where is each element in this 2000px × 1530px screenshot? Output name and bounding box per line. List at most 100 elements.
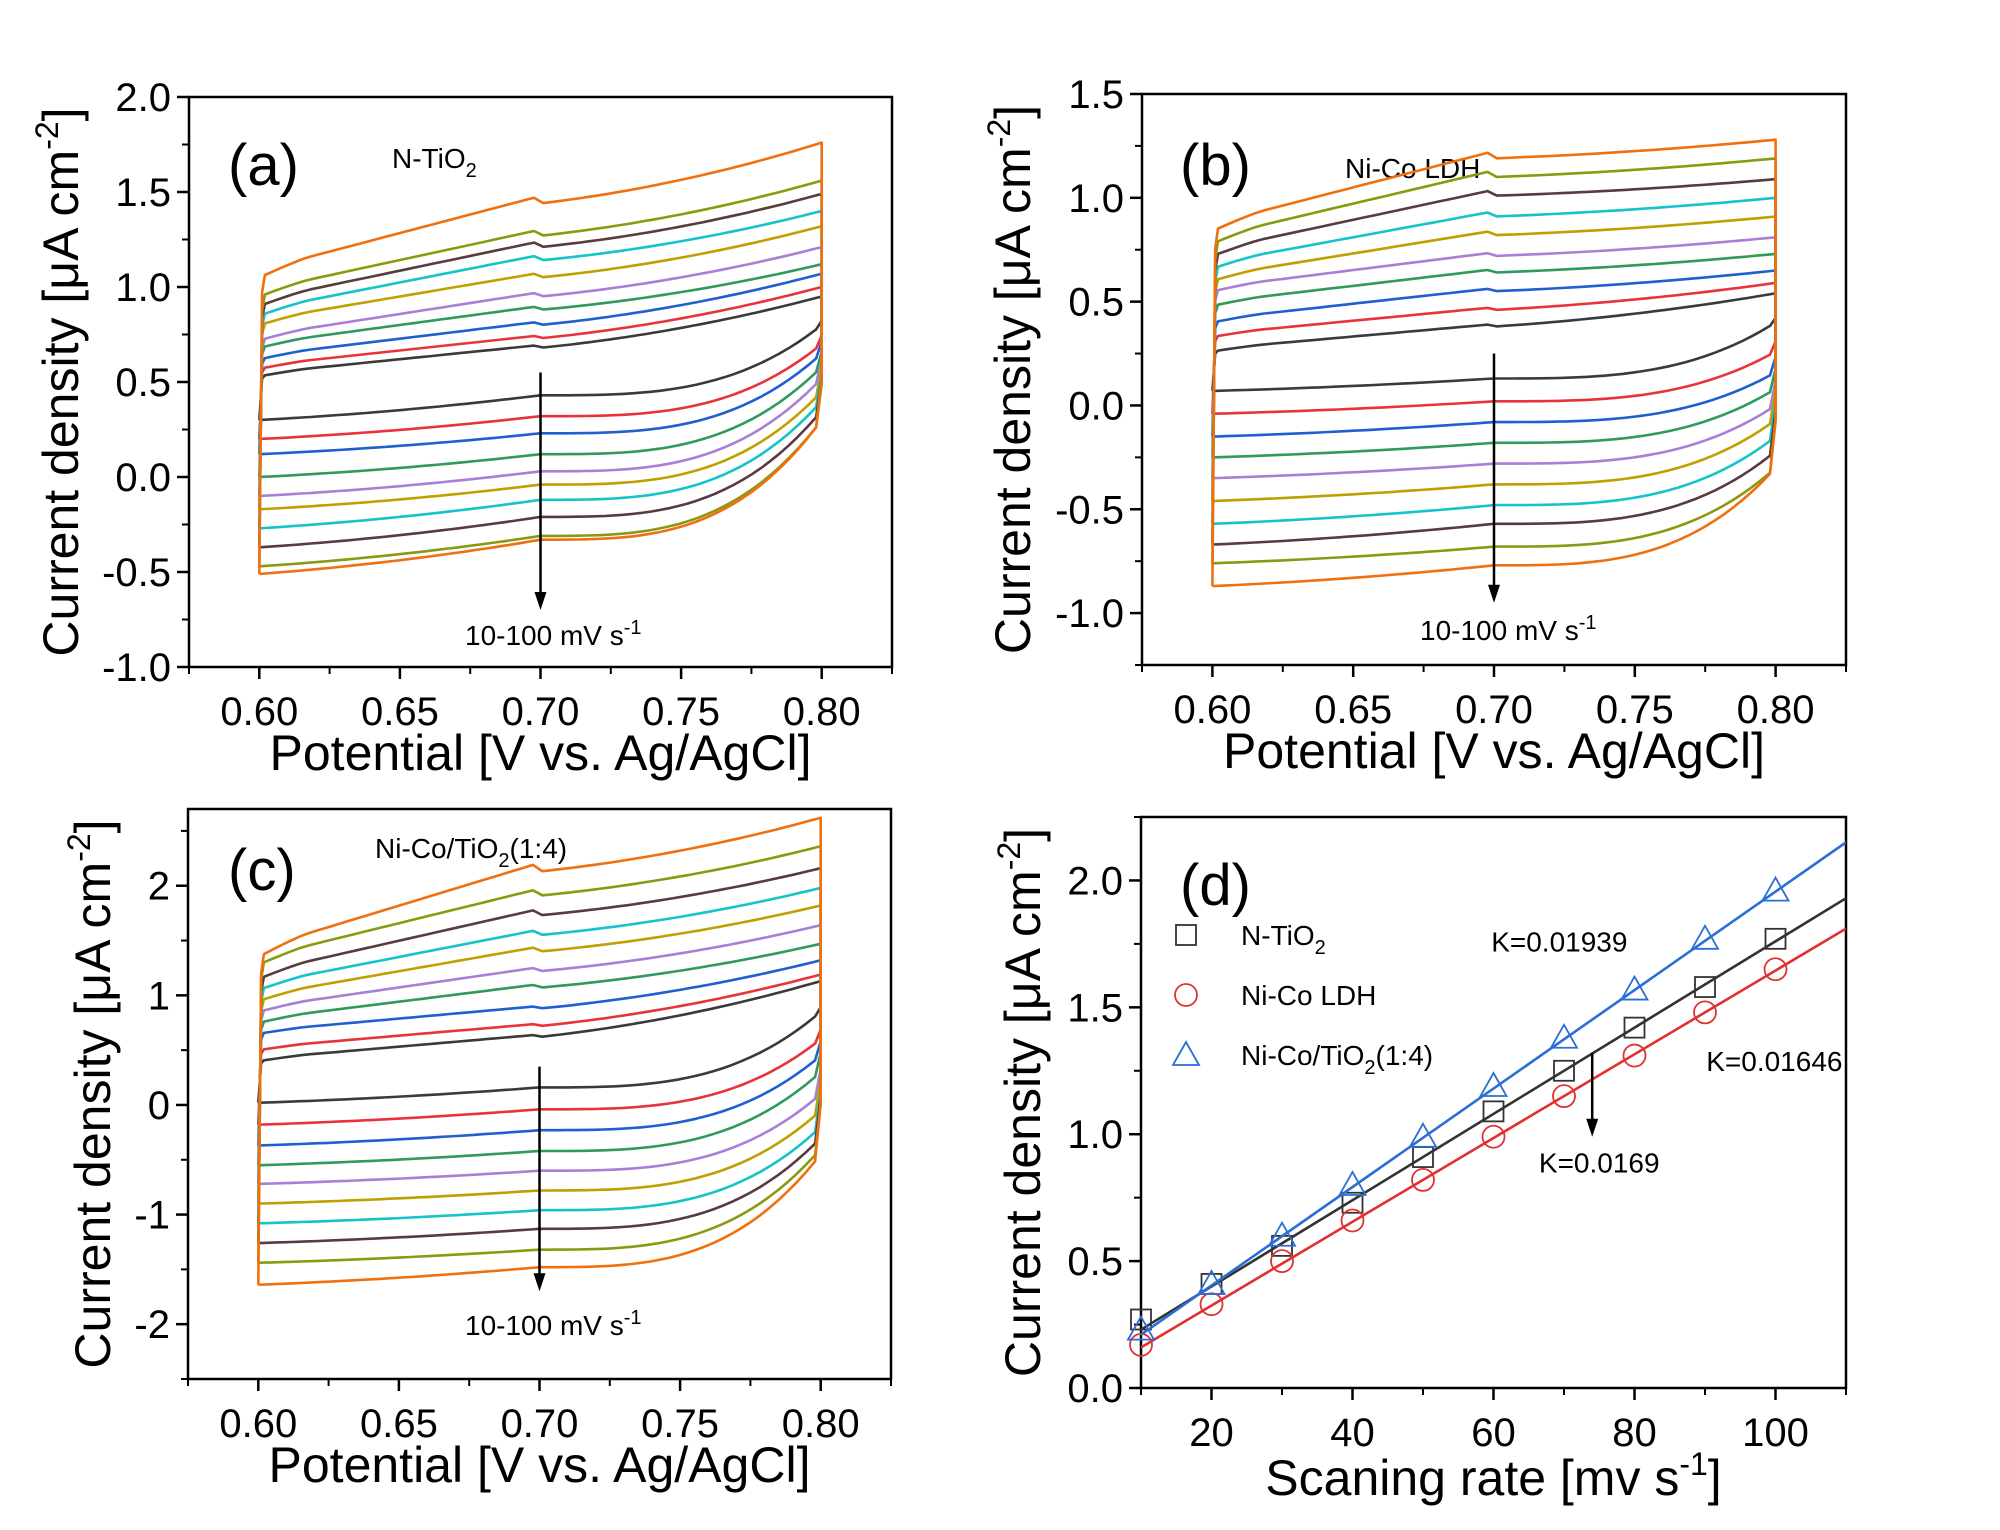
y-tick-label: -1.0 — [1055, 592, 1124, 636]
data-point-1-2-circle-marker — [1270, 1249, 1294, 1274]
y-tick-label: -1 — [134, 1194, 170, 1238]
x-tick-label: 0.65 — [361, 690, 439, 734]
panel-letter: (b) — [1180, 133, 1251, 198]
data-point-0-5-square-marker — [1482, 1100, 1505, 1123]
scan-rate-label: 10-100 mV s-1 — [1420, 612, 1597, 646]
data-point-2-3-triangle-marker — [1337, 1170, 1368, 1196]
arrow-head-icon — [1488, 584, 1500, 603]
x-axis-title: Scaning rate [mv s-1] — [1265, 1446, 1721, 1506]
data-point-2-1-triangle-marker — [1196, 1269, 1227, 1295]
data-point-0-6-square-marker — [1553, 1059, 1575, 1082]
x-tick-label: 0.75 — [642, 690, 720, 734]
scan-rate-label-sup: -1 — [1579, 612, 1597, 634]
y-tick-label: 0.0 — [1067, 1367, 1123, 1411]
y-axis-title-main: Current density [μA cm — [995, 870, 1051, 1377]
data-point-0-3-square-marker — [1341, 1191, 1364, 1214]
scan-rate-label-main: 10-100 mV s — [1420, 615, 1579, 646]
y-tick-label: 1.5 — [1068, 73, 1124, 117]
y-tick-label: 0 — [148, 1084, 170, 1128]
scan-rate-label: 10-100 mV s-1 — [465, 617, 642, 651]
sample-label: N-TiO2 — [392, 143, 477, 182]
y-tick-label: -0.5 — [102, 551, 171, 595]
panel-a: -1.0 -0.5 0.0 0.5 1.0 1.5 2.0 0.60 0.65 0.70 0.75 0… — [29, 76, 894, 781]
y-axis-title: Current density [μA cm-2] — [981, 105, 1041, 654]
x-axis-title-main: Potential [V vs. Ag/AgCl] — [269, 1437, 811, 1493]
data-point-2-0-triangle-marker — [1126, 1314, 1156, 1341]
fit-line-2 — [1141, 841, 1846, 1336]
data-point-2-4-triangle-marker — [1408, 1121, 1438, 1148]
panel-letter: (a) — [228, 133, 299, 198]
data-point-0-7-square-marker — [1623, 1016, 1646, 1039]
y-axis-title-sup: -2 — [61, 833, 97, 861]
y-tick-label: 1 — [148, 974, 170, 1018]
panel-letter: (c) — [228, 838, 296, 903]
fit-line-1 — [1141, 927, 1846, 1349]
y-tick-label: 1.0 — [115, 266, 171, 310]
y-tick-label: 1.5 — [1067, 986, 1123, 1030]
y-tick-label: 0.0 — [115, 456, 171, 500]
y-tick-label: -2 — [134, 1303, 170, 1347]
x-tick-label: 0.80 — [783, 690, 861, 734]
scan-rate-label-sup: -1 — [624, 617, 642, 639]
y-axis-title: Current density [μA cm-2] — [991, 828, 1051, 1377]
fit-line-0 — [1141, 897, 1846, 1331]
y-tick-label: 2.0 — [1067, 859, 1123, 903]
y-axis-title-tail: ] — [33, 107, 89, 121]
scan-rate-label-main: 10-100 mV s — [465, 1310, 624, 1341]
y-tick-label: 2 — [148, 865, 170, 909]
y-tick-label: 0.5 — [1067, 1240, 1123, 1284]
legend-label-1: Ni-Co LDH — [1241, 980, 1376, 1011]
x-tick-label: 100 — [1742, 1411, 1809, 1455]
data-point-1-6-circle-marker — [1552, 1084, 1576, 1109]
x-tick-label: 0.75 — [641, 1402, 719, 1446]
legend-marker-0-square-marker — [1175, 924, 1197, 946]
scan-rate-label-main: 10-100 mV s — [465, 620, 624, 651]
y-tick-label: -1.0 — [102, 646, 171, 690]
data-point-2-6-triangle-marker — [1549, 1022, 1579, 1049]
x-tick-label: 0.80 — [1737, 688, 1815, 732]
data-point-2-7-triangle-marker — [1619, 974, 1650, 1001]
cv-curve-100-mV-s — [1211, 138, 1777, 588]
x-tick-label: 0.60 — [1173, 688, 1251, 732]
legend-label-sub: 2 — [1315, 937, 1326, 959]
x-tick-label: 60 — [1471, 1411, 1516, 1455]
y-tick-label: 1.5 — [115, 171, 171, 215]
x-tick-label: 0.70 — [502, 690, 580, 734]
y-axis-title-main: Current density [μA cm — [65, 862, 121, 1369]
y-tick-label: 1.0 — [1067, 1113, 1123, 1157]
arrow-head-icon — [1586, 1118, 1599, 1137]
x-axis-title: Potential [V vs. Ag/AgCl] — [269, 1437, 811, 1493]
panel-d: 0.0 0.5 1.0 1.5 2.0 20 40 60 80 100 Current densit… — [991, 815, 1848, 1506]
sample-label-sub: 2 — [498, 850, 509, 872]
data-point-0-8-square-marker — [1694, 976, 1716, 998]
y-tick-label: 0.0 — [1068, 384, 1124, 428]
scan-rate-label-sup: -1 — [624, 1307, 642, 1329]
y-tick-label: 2.0 — [115, 76, 171, 120]
y-axis-title-sup: -2 — [981, 119, 1017, 147]
x-axis-title-main: Scaning rate [mv s — [1265, 1450, 1679, 1506]
data-point-0-9-square-marker — [1764, 927, 1787, 950]
y-tick-label: 1.0 — [1068, 177, 1124, 221]
cv-curve-100-mV-s — [257, 816, 822, 1286]
y-tick-label: 0.5 — [115, 361, 171, 405]
legend-marker-2-triangle-marker — [1171, 1040, 1201, 1066]
legend-label-tail: (1:4) — [1376, 1040, 1434, 1071]
legend-label-main: Ni-Co/TiO — [1241, 1040, 1364, 1071]
panel-letter: (d) — [1180, 853, 1251, 918]
legend-label-sub: 2 — [1364, 1057, 1375, 1079]
x-tick-label: 0.60 — [220, 690, 298, 734]
y-axis-title: Current density [μA cm-2] — [29, 107, 89, 656]
slope-annotation: K=0.01939 — [1491, 927, 1627, 958]
x-tick-label: 0.80 — [782, 1402, 860, 1446]
data-point-1-8-circle-marker — [1693, 1000, 1717, 1025]
sample-label-main: N-TiO — [392, 143, 466, 174]
x-tick-label: 40 — [1330, 1411, 1375, 1455]
x-tick-label: 20 — [1189, 1411, 1234, 1455]
data-point-1-3-circle-marker — [1340, 1208, 1365, 1233]
data-point-1-4-circle-marker — [1411, 1168, 1435, 1192]
data-point-2-8-triangle-marker — [1690, 923, 1720, 950]
data-point-1-9-circle-marker — [1763, 957, 1788, 982]
x-tick-label: 0.65 — [360, 1402, 438, 1446]
slope-annotation: K=0.0169 — [1539, 1147, 1660, 1178]
y-tick-label: -0.5 — [1055, 488, 1124, 532]
